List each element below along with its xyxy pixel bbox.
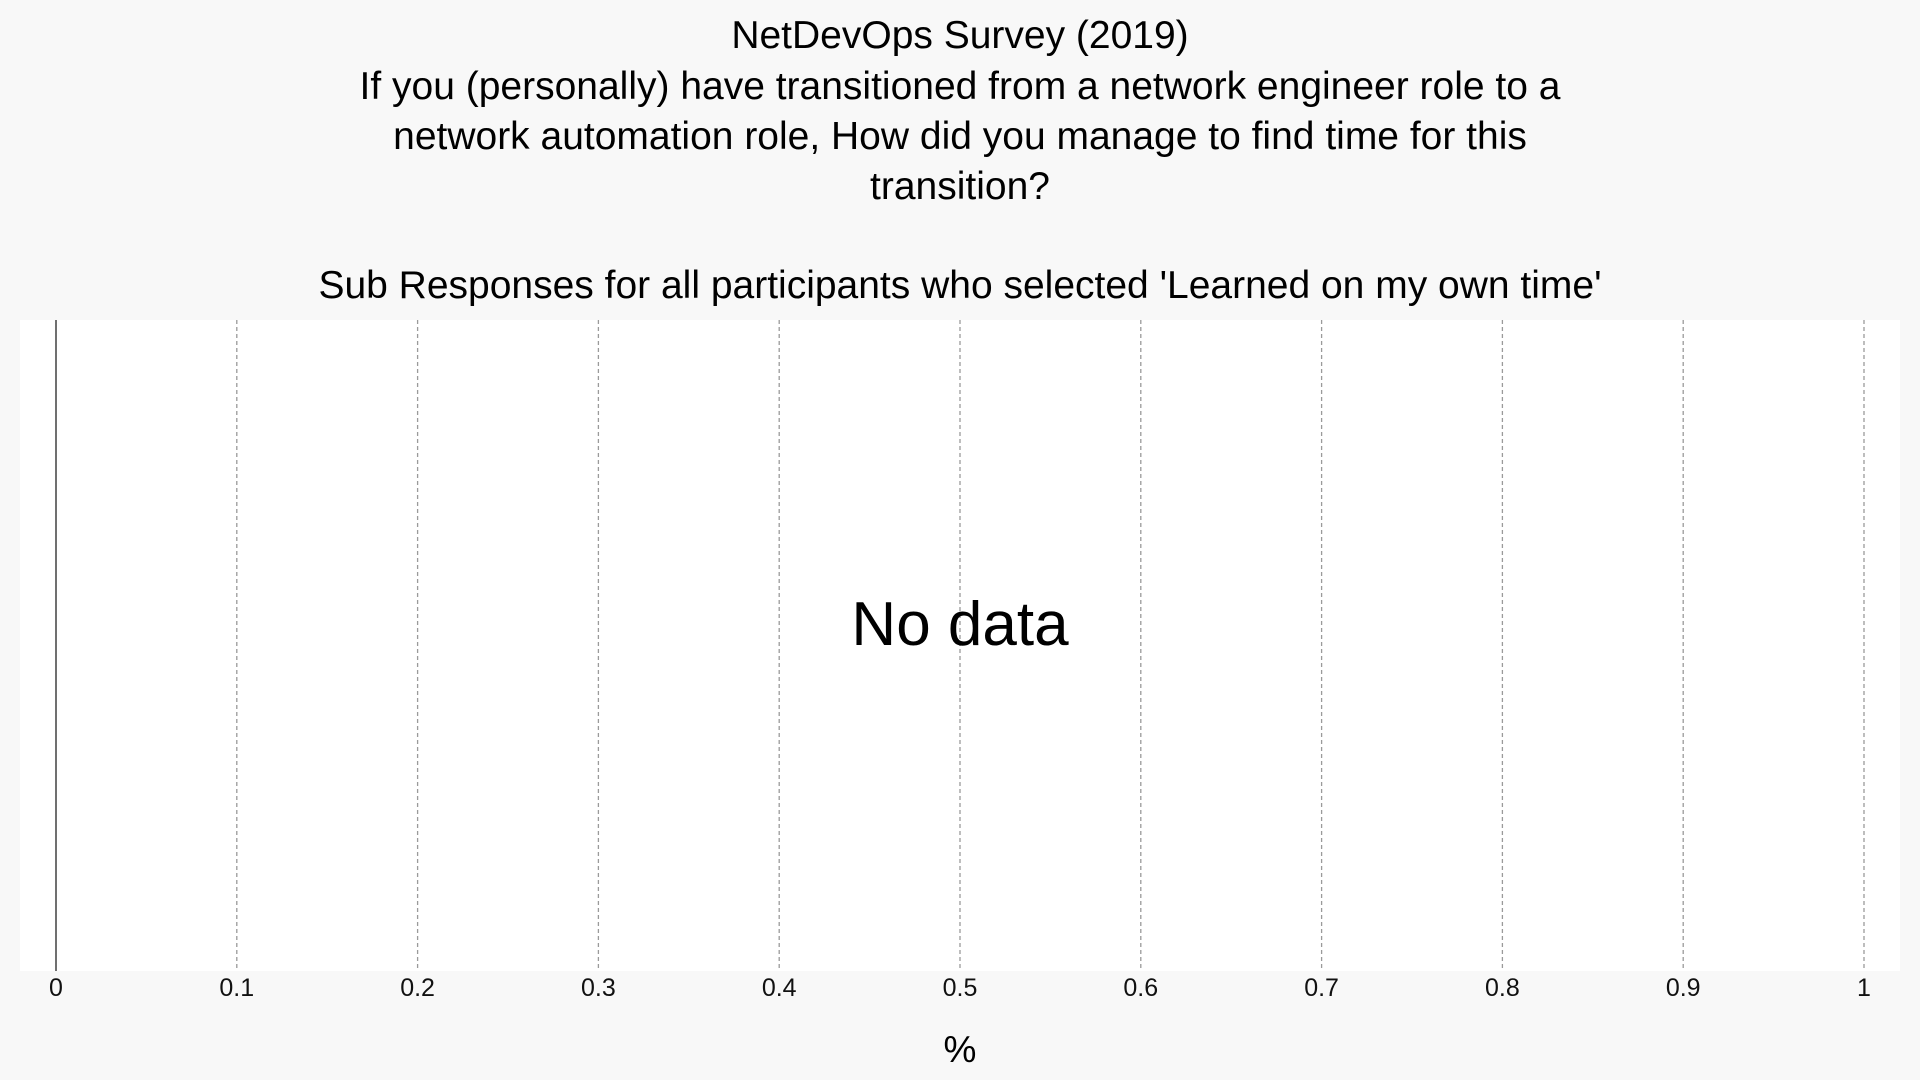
x-tick-label: 1: [1857, 974, 1871, 1002]
chart-question-line-1: If you (personally) have transitioned fr…: [359, 65, 1561, 108]
x-axis-title: %: [944, 1029, 977, 1070]
chart-question-line-3: transition?: [870, 165, 1050, 208]
x-tick-label: 0.9: [1666, 974, 1701, 1002]
x-tick-label: 0.5: [943, 974, 978, 1002]
x-tick-label: 0.6: [1123, 974, 1158, 1002]
chart-subtitle: Sub Responses for all participants who s…: [318, 264, 1602, 307]
no-data-annotation: No data: [851, 590, 1069, 659]
x-tick-label: 0.3: [581, 974, 616, 1002]
x-tick-label: 0.4: [762, 974, 797, 1002]
chart-question-line-2: network automation role, How did you man…: [393, 115, 1527, 158]
chart-title: NetDevOps Survey (2019): [731, 14, 1189, 57]
x-tick-label: 0.8: [1485, 974, 1520, 1002]
x-tick-label: 0: [49, 974, 63, 1002]
x-tick-label: 0.2: [400, 974, 435, 1002]
x-tick-label: 0.7: [1304, 974, 1339, 1002]
x-tick-label: 0.1: [219, 974, 254, 1002]
